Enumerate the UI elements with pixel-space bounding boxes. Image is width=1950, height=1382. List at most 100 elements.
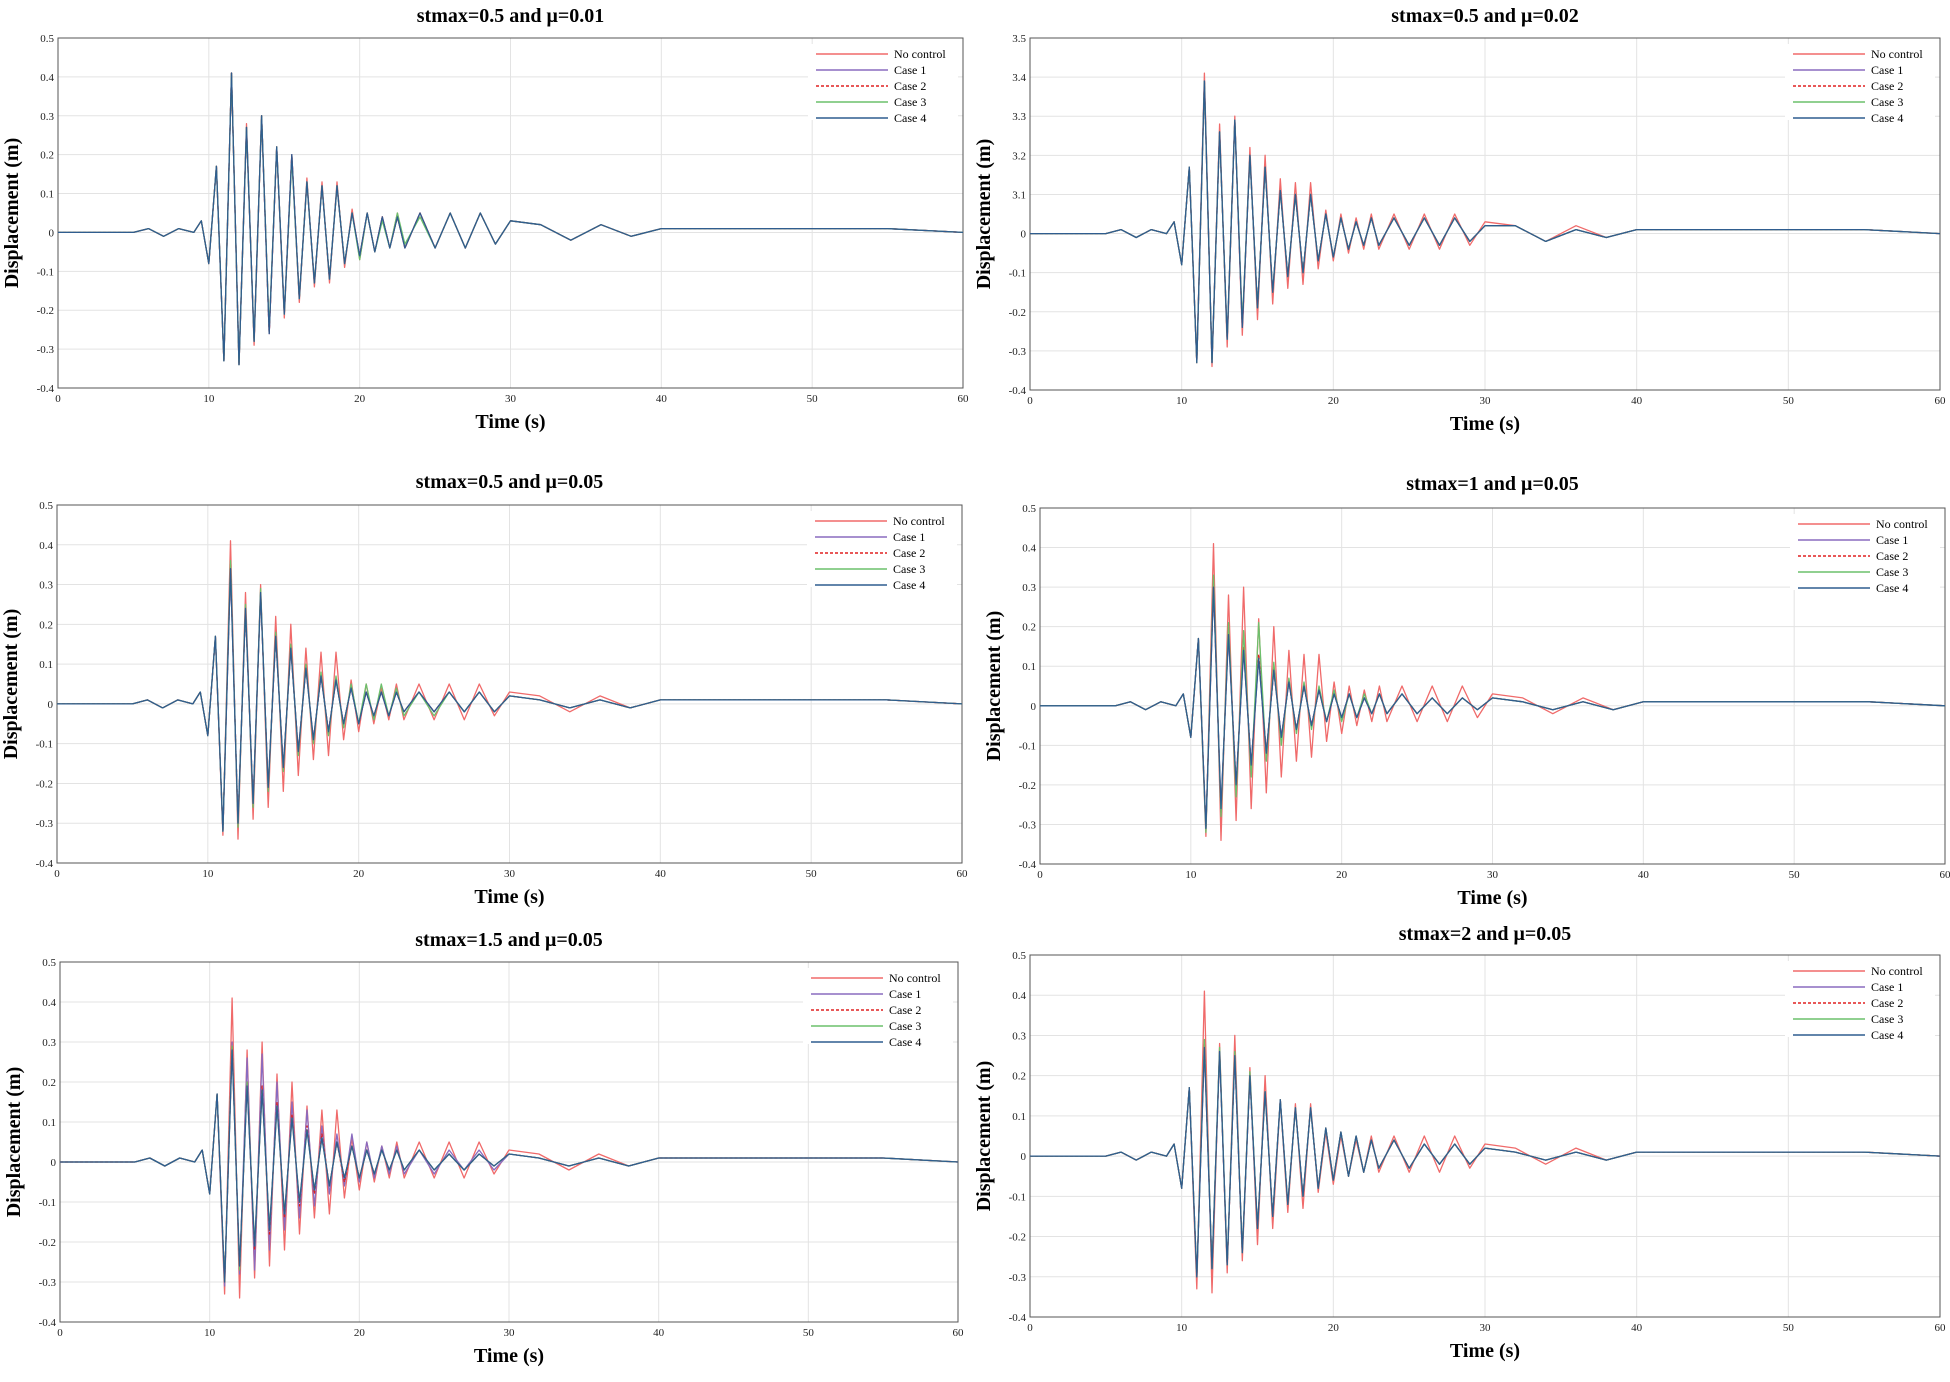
- legend-entry: Case 1: [889, 987, 921, 1001]
- y-tick-label: -0.3: [37, 344, 55, 356]
- y-tick-label: 0.5: [1022, 503, 1036, 515]
- x-axis-label: Time (s): [1457, 887, 1527, 909]
- legend-entry: Case 3: [1871, 95, 1903, 109]
- legend-box: [807, 511, 957, 587]
- y-tick-label: -0.4: [1019, 859, 1037, 871]
- x-tick-label: 0: [55, 393, 61, 405]
- y-tick-label: -0.3: [1009, 1272, 1027, 1284]
- x-tick-label: 0: [54, 868, 60, 880]
- x-tick-label: 40: [1631, 1322, 1643, 1334]
- series-line-case-4: [1030, 80, 1940, 364]
- legend-entry: No control: [1876, 517, 1928, 531]
- series-line-case-4: [57, 567, 962, 832]
- x-tick-label: 0: [1027, 1322, 1033, 1334]
- x-tick-label: 10: [1176, 1322, 1188, 1334]
- y-tick-label: -0.2: [1009, 1232, 1026, 1244]
- y-tick-label: 3.2: [1012, 150, 1026, 162]
- x-tick-label: 50: [807, 393, 819, 405]
- y-tick-label: -0.1: [37, 266, 54, 278]
- x-tick-label: 30: [505, 393, 517, 405]
- x-tick-label: 10: [1176, 395, 1188, 407]
- chart-panel-5: 0 10 20 30 40 50 60 -0.4 -0.3 -0.2 -0.1 0 0.1 0.2 0.3 0…: [3, 929, 964, 1367]
- y-tick-label: -0.1: [1009, 1191, 1026, 1203]
- y-tick-label: -0.4: [37, 383, 55, 395]
- legend-entry: Case 2: [889, 1003, 921, 1017]
- y-tick-label: -0.2: [36, 778, 53, 790]
- legend-box: [1790, 514, 1940, 590]
- legend-box: [808, 44, 958, 120]
- legend-box: [803, 968, 953, 1044]
- y-tick-label: -0.4: [1009, 1312, 1027, 1324]
- y-tick-label: 0.3: [39, 580, 53, 592]
- plot-frame: [56, 504, 963, 864]
- plot-frame: [1029, 37, 1941, 391]
- legend-entry: No control: [1871, 47, 1923, 61]
- y-axis-label: Displacement (m): [3, 1067, 25, 1218]
- x-tick-label: 60: [957, 868, 969, 880]
- x-tick-label: 20: [354, 393, 366, 405]
- legend-entry: Case 4: [889, 1035, 921, 1049]
- y-tick-label: 3.3: [1012, 111, 1026, 123]
- x-tick-label: 50: [1789, 869, 1801, 881]
- y-tick-label: 0.2: [1012, 1071, 1026, 1083]
- legend-entry: No control: [889, 971, 941, 985]
- legend-entry: Case 1: [1871, 980, 1903, 994]
- y-tick-label: -0.3: [1009, 346, 1027, 358]
- legend-entry: No control: [893, 514, 945, 528]
- legend-entry: Case 4: [1876, 581, 1908, 595]
- x-tick-label: 60: [1935, 395, 1947, 407]
- y-tick-label: 0: [1031, 701, 1037, 713]
- y-tick-label: 0.2: [40, 150, 54, 162]
- x-tick-label: 20: [1336, 869, 1348, 881]
- x-tick-label: 40: [1638, 869, 1650, 881]
- legend-entry: Case 2: [1871, 996, 1903, 1010]
- series-line-case-4: [1030, 1046, 1940, 1278]
- legend-entry: Case 3: [894, 95, 926, 109]
- legend-entry: No control: [1871, 964, 1923, 978]
- legend-entry: Case 1: [894, 63, 926, 77]
- y-tick-label: 3.5: [1012, 33, 1026, 45]
- legend-entry: Case 3: [1871, 1012, 1903, 1026]
- x-tick-label: 40: [1631, 395, 1643, 407]
- legend-entry: No control: [894, 47, 946, 61]
- x-axis-label: Time (s): [1450, 413, 1520, 435]
- chart-panel-1: 0 10 20 30 40 50 60 -0.4 -0.3 -0.2 -0.1 0 0.1 0.2 0.3 0…: [1, 5, 969, 433]
- x-axis-label: Time (s): [474, 886, 544, 908]
- x-tick-label: 30: [1480, 395, 1492, 407]
- y-tick-label: 0: [1021, 1151, 1027, 1163]
- plot-frame: [59, 961, 959, 1323]
- y-tick-label: 0.4: [1012, 990, 1026, 1002]
- y-tick-label: 0.4: [40, 72, 54, 84]
- plot-frame: [1029, 954, 1941, 1318]
- y-tick-label: 0.1: [1022, 661, 1036, 673]
- y-tick-label: -0.4: [39, 1317, 57, 1329]
- y-tick-label: 0.5: [40, 33, 54, 45]
- y-tick-label: 0: [1021, 229, 1027, 241]
- y-tick-label: 3.1: [1012, 189, 1026, 201]
- x-tick-label: 50: [1783, 395, 1795, 407]
- y-tick-label: 0.1: [40, 189, 54, 201]
- y-tick-label: 0.2: [1022, 622, 1036, 634]
- y-tick-label: 0.5: [42, 957, 56, 969]
- legend-entry: Case 4: [893, 578, 925, 592]
- y-tick-label: 0.5: [1012, 950, 1026, 962]
- chart-title: stmax=1 and μ=0.05: [1406, 473, 1578, 495]
- x-tick-label: 10: [204, 1327, 216, 1339]
- legend-entry: Case 1: [893, 530, 925, 544]
- y-tick-label: -0.1: [39, 1197, 56, 1209]
- x-axis-label: Time (s): [475, 411, 545, 433]
- legend-entry: Case 4: [1871, 111, 1903, 125]
- x-tick-label: 60: [958, 393, 970, 405]
- chart-title: stmax=1.5 and μ=0.05: [415, 929, 602, 951]
- y-tick-label: -0.2: [37, 305, 54, 317]
- y-axis-label: Displacement (m): [983, 611, 1005, 762]
- legend-box: [1785, 44, 1935, 120]
- legend-entry: Case 4: [894, 111, 926, 125]
- series-line-case-4: [60, 1049, 958, 1283]
- plot-frame: [1039, 507, 1946, 865]
- chart-panel-6: 0 10 20 30 40 50 60 -0.4 -0.3 -0.2 -0.1 0 0.1 0.2 0.3 0…: [973, 923, 1946, 1362]
- chart-title: stmax=2 and μ=0.05: [1399, 923, 1571, 945]
- y-tick-label: -0.3: [39, 1277, 57, 1289]
- legend-entry: Case 1: [1871, 63, 1903, 77]
